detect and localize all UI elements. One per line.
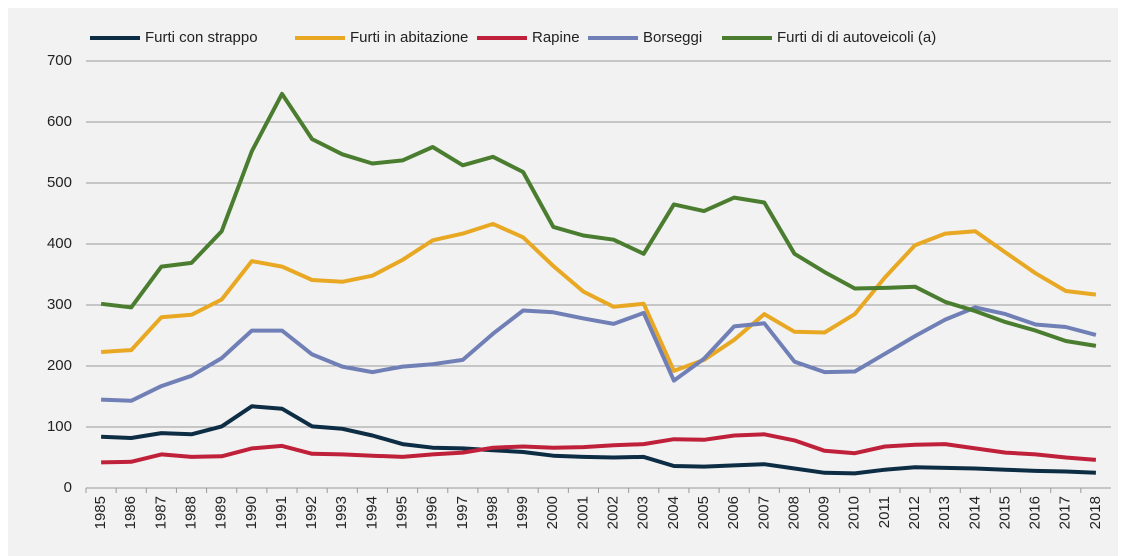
x-tick-label: 1987 <box>152 496 169 529</box>
legend-label: Borseggi <box>643 29 702 46</box>
x-tick-label: 1993 <box>333 496 350 529</box>
x-tick-label: 2009 <box>816 496 833 529</box>
x-tick-label: 2001 <box>574 496 591 529</box>
series-line <box>101 432 1097 465</box>
legend-label: Furti di di autoveicoli (a) <box>777 29 936 46</box>
x-tick-label: 2005 <box>695 496 712 529</box>
chart-background <box>8 8 1118 556</box>
series-line <box>100 91 1097 348</box>
y-tick-label: 100 <box>47 418 72 435</box>
x-tick-label: 2004 <box>665 496 682 529</box>
x-tick-label: 1999 <box>514 496 531 529</box>
legend-label: Furti in abitazione <box>350 29 468 46</box>
x-tick-label: 1995 <box>394 496 411 529</box>
x-tick-label: 1991 <box>273 496 290 529</box>
x-tick-label: 2006 <box>725 496 742 529</box>
y-tick-label: 300 <box>47 296 72 313</box>
x-tick-label: 2003 <box>635 496 652 529</box>
x-tick-label: 1986 <box>122 496 139 529</box>
x-tick-label: 2012 <box>906 496 923 529</box>
series-line <box>100 221 1097 373</box>
x-tick-label: 1990 <box>243 496 260 529</box>
x-tick-label: 2015 <box>996 496 1013 529</box>
x-tick-label: 2007 <box>755 496 772 529</box>
y-tick-label: 400 <box>47 235 72 252</box>
x-tick-label: 1992 <box>303 496 320 529</box>
x-tick-label: 1985 <box>92 496 109 529</box>
y-tick-label: 600 <box>47 113 72 130</box>
x-tick-label: 2018 <box>1087 496 1104 529</box>
x-tick-label: 2013 <box>936 496 953 529</box>
y-tick-label: 700 <box>47 52 72 69</box>
legend-label: Furti con strappo <box>145 29 258 46</box>
x-tick-label: 2014 <box>966 496 983 529</box>
x-tick-label: 2017 <box>1057 496 1074 529</box>
x-tick-label: 2011 <box>876 496 893 528</box>
x-tick-label: 2016 <box>1027 496 1044 529</box>
x-tick-label: 1998 <box>484 496 501 529</box>
x-tick-label: 1996 <box>424 496 441 529</box>
x-tick-label: 1988 <box>182 496 199 529</box>
x-tick-label: 2002 <box>605 496 622 529</box>
series-line <box>101 305 1097 403</box>
series-line <box>101 404 1096 476</box>
y-tick-label: 0 <box>64 479 72 496</box>
x-tick-label: 1997 <box>454 496 471 529</box>
x-tick-label: 1989 <box>213 496 230 529</box>
x-tick-label: 1994 <box>363 496 380 529</box>
x-tick-label: 2008 <box>785 496 802 529</box>
legend-label: Rapine <box>532 29 580 46</box>
y-tick-label: 200 <box>47 357 72 374</box>
x-tick-label: 2000 <box>544 496 561 529</box>
x-tick-label: 2010 <box>846 496 863 529</box>
y-tick-label: 500 <box>47 174 72 191</box>
